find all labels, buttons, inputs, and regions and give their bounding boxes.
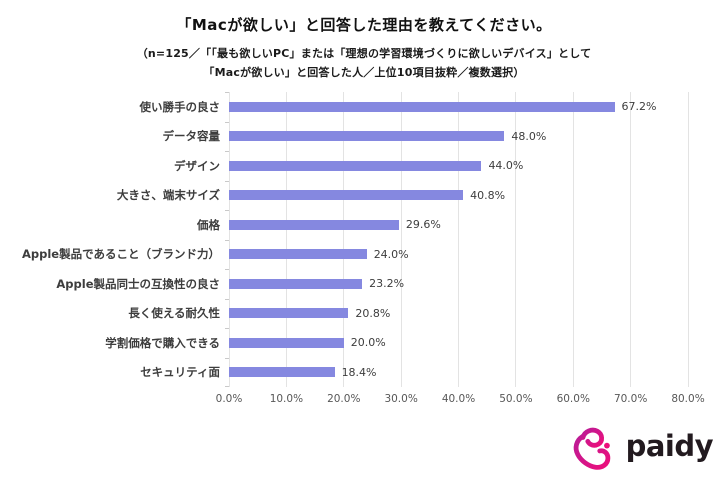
bar-track: 29.6% [229, 218, 688, 231]
category-label: Apple製品同士の互換性の良さ [56, 276, 220, 291]
value-label: 67.2% [621, 100, 657, 114]
category-label: 使い勝手の良さ [139, 99, 221, 114]
value-label: 20.0% [350, 336, 386, 350]
category-label: セキュリティ面 [140, 365, 220, 380]
x-axis-tick-label: 60.0% [556, 393, 590, 405]
chart-subtitle-line2: 「Macが欲しい」と回答した人／上位10項目抜粋／複数選択） [203, 66, 525, 79]
bar-track: 67.2% [229, 100, 688, 113]
bar [229, 367, 335, 378]
category-label: 大きさ、端末サイズ [116, 188, 220, 203]
chart-row: 学割価格で購入できる 20.0% [14, 328, 688, 358]
bar-track: 24.0% [229, 248, 688, 261]
category-label: 学割価格で購入できる [105, 335, 220, 350]
value-label: 18.4% [341, 365, 377, 379]
horizontal-bar-chart: 使い勝手の良さ 67.2% データ容量 48.0% デザイン 44.0% 大きさ、端末サイズ… [14, 92, 705, 408]
bar-track: 18.4% [229, 366, 688, 379]
chart-row: デザイン 44.0% [14, 151, 688, 181]
paidy-wordmark: paidy [625, 428, 714, 463]
x-axis-tick-label: 40.0% [441, 393, 476, 405]
value-label: 20.8% [355, 306, 391, 320]
category-label: デザイン [174, 158, 220, 173]
paidy-heart-icon [573, 427, 610, 470]
value-label: 40.8% [470, 188, 506, 202]
bar-track: 20.0% [229, 336, 688, 349]
category-label: データ容量 [162, 129, 221, 144]
x-axis: 0.0% 10.0% 20.0% 30.0% 40.0% 50.0% 60.0% 70.0% 8… [216, 392, 705, 408]
x-axis-tick-label: 30.0% [384, 393, 418, 405]
bar [229, 249, 367, 260]
bar-track: 23.2% [229, 277, 688, 290]
value-label: 23.2% [369, 277, 405, 291]
x-axis-tick-label: 0.0% [215, 393, 243, 405]
x-axis-tick-label: 70.0% [613, 393, 648, 405]
bar [229, 131, 505, 142]
value-label: 44.0% [488, 159, 524, 173]
chart-row: Apple製品であること（ブランド力） 24.0% [14, 240, 688, 270]
bar [229, 190, 464, 201]
bar-track: 44.0% [229, 159, 688, 172]
chart-rows: 使い勝手の良さ 67.2% データ容量 48.0% デザイン 44.0% 大きさ、端末サイズ… [14, 92, 688, 387]
chart-row: 大きさ、端末サイズ 40.8% [14, 181, 688, 211]
chart-row: 価格 29.6% [14, 210, 688, 240]
bar-track: 48.0% [229, 130, 688, 143]
chart-header: 「Macが欲しい」と回答した理由を教えてください。 （n=125／「「最も欲しい… [0, 0, 728, 82]
chart-row: セキュリティ面 18.4% [14, 358, 688, 388]
category-label: Apple製品であること（ブランド力） [22, 247, 220, 262]
chart-title: 「Macが欲しい」と回答した理由を教えてください。 [176, 16, 552, 34]
chart-row: 使い勝手の良さ 67.2% [14, 92, 688, 122]
bar [229, 308, 349, 319]
x-axis-tick-label: 80.0% [671, 393, 705, 405]
value-label: 24.0% [373, 247, 409, 261]
bar-track: 20.8% [229, 307, 688, 320]
paidy-logo: paidy [571, 426, 714, 472]
bar [229, 337, 344, 348]
x-axis-tick-label: 10.0% [269, 393, 304, 405]
bar [229, 278, 363, 289]
category-label: 価格 [197, 217, 220, 232]
category-label: 長く使える耐久性 [128, 306, 220, 321]
value-label: 48.0% [511, 129, 547, 143]
bar [229, 101, 615, 112]
x-axis-tick-label: 50.0% [499, 393, 533, 405]
chart-row: Apple製品同士の互換性の良さ 23.2% [14, 269, 688, 299]
x-axis-tick-label: 20.0% [327, 393, 361, 405]
chart-row: 長く使える耐久性 20.8% [14, 299, 688, 329]
bar-track: 40.8% [229, 189, 688, 202]
value-label: 29.6% [405, 218, 441, 232]
chart-row: データ容量 48.0% [14, 122, 688, 152]
chart-subtitle-line1: （n=125／「「最も欲しいPC」または「理想の学習環境づくりに欲しいデバイス」… [136, 47, 592, 60]
bar [229, 219, 399, 230]
bar [229, 160, 482, 171]
